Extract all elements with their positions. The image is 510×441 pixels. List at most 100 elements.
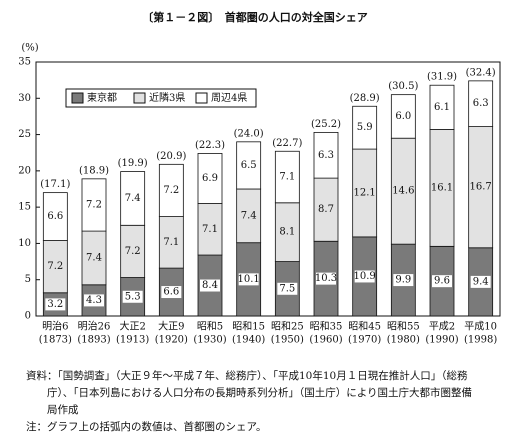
bar-segment bbox=[158, 163, 184, 217]
value-label: 5.9 bbox=[357, 122, 373, 133]
x-tick-sublabel: (1920) bbox=[155, 335, 188, 346]
value-label: 10.1 bbox=[238, 274, 260, 285]
value-label: 12.1 bbox=[354, 187, 376, 198]
total-label: (31.9) bbox=[427, 72, 457, 83]
bar-segment bbox=[390, 94, 416, 139]
label-box bbox=[277, 282, 298, 295]
x-tick-sublabel: (1913) bbox=[116, 335, 149, 346]
bar-segment bbox=[313, 177, 339, 242]
label-box bbox=[122, 290, 143, 303]
legend-label: 周辺4県 bbox=[211, 92, 247, 104]
x-tick-sublabel: (1950) bbox=[271, 335, 304, 346]
total-label: (32.4) bbox=[466, 67, 496, 78]
note: 庁）、「日本列島における人口分布の長期時系列分析」（国土庁）により国土庁大都市圏… bbox=[26, 386, 472, 399]
value-label: 7.5 bbox=[279, 283, 295, 294]
note: 注：グラフ上の括弧内の数値は、首都圏のシェア。 bbox=[26, 420, 266, 433]
value-label: 8.1 bbox=[279, 227, 295, 238]
label-box bbox=[45, 298, 66, 311]
value-label: 7.1 bbox=[163, 237, 179, 248]
value-label: 7.4 bbox=[125, 193, 141, 204]
x-tick-sublabel: (1940) bbox=[232, 335, 265, 346]
value-label: 6.0 bbox=[395, 111, 411, 122]
x-tick-label: 昭和5 bbox=[197, 321, 223, 333]
bar-segment bbox=[120, 171, 146, 226]
x-tick-label: 明治6 bbox=[42, 320, 68, 333]
x-tick-sublabel: (1930) bbox=[193, 335, 226, 346]
bar-segment bbox=[468, 126, 494, 249]
value-label: 8.4 bbox=[202, 280, 218, 291]
total-label: (19.9) bbox=[118, 158, 148, 169]
x-tick-sublabel: (1990) bbox=[425, 335, 458, 346]
bar-segment bbox=[274, 150, 300, 204]
label-box bbox=[432, 275, 452, 288]
bar-segment bbox=[81, 230, 107, 286]
value-label: 7.2 bbox=[125, 246, 141, 257]
label-box bbox=[161, 286, 182, 299]
bar-segment bbox=[313, 131, 339, 179]
y-tick-label: 0 bbox=[25, 311, 31, 322]
bar-segment bbox=[42, 192, 68, 241]
legend-box bbox=[65, 88, 257, 108]
value-label: 9.9 bbox=[395, 275, 411, 286]
x-tick-label: 大正9 bbox=[158, 320, 184, 333]
value-label: 7.4 bbox=[86, 252, 102, 263]
x-tick-sublabel: (1960) bbox=[309, 335, 342, 346]
total-label: (17.1) bbox=[40, 179, 70, 190]
value-label: 6.3 bbox=[473, 98, 489, 109]
y-tick-label: 15 bbox=[18, 202, 31, 213]
y-tick-label: 25 bbox=[18, 129, 31, 140]
value-label: 6.6 bbox=[47, 211, 63, 222]
label-box bbox=[316, 272, 336, 285]
x-tick-sublabel: (1980) bbox=[387, 335, 420, 346]
bar-segment bbox=[468, 80, 494, 127]
legend-label: 東京都 bbox=[87, 91, 117, 104]
bar-segment bbox=[274, 202, 300, 262]
total-label: (30.5) bbox=[388, 81, 418, 92]
label-box bbox=[470, 275, 491, 288]
total-label: (28.9) bbox=[350, 93, 380, 104]
label-box bbox=[354, 270, 375, 283]
x-tick-sublabel: (1970) bbox=[348, 335, 381, 346]
bar-segment bbox=[236, 188, 262, 244]
bar-segment bbox=[429, 84, 455, 130]
total-label: (24.0) bbox=[234, 128, 264, 139]
legend-swatch bbox=[195, 92, 208, 104]
value-label: 16.7 bbox=[470, 182, 492, 193]
x-tick-label: 明治26 bbox=[78, 320, 111, 333]
x-tick-label: 平成10 bbox=[464, 321, 497, 333]
x-tick-label: 昭和45 bbox=[348, 321, 381, 333]
value-label: 16.1 bbox=[431, 182, 453, 193]
value-label: 9.4 bbox=[473, 276, 489, 287]
total-label: (25.2) bbox=[311, 119, 341, 130]
value-label: 10.3 bbox=[315, 273, 337, 284]
y-tick-label: 20 bbox=[18, 165, 31, 176]
bar-segment bbox=[236, 141, 262, 190]
bar-segment bbox=[120, 224, 146, 278]
bar-segment bbox=[197, 203, 223, 256]
total-label: (20.9) bbox=[156, 151, 186, 162]
value-label: 7.1 bbox=[202, 224, 218, 235]
value-label: 6.3 bbox=[318, 150, 334, 161]
bar-segment bbox=[158, 216, 184, 269]
value-label: 4.3 bbox=[86, 295, 102, 306]
y-tick-label: 30 bbox=[18, 93, 31, 104]
legend-swatch bbox=[71, 92, 84, 104]
value-label: 5.3 bbox=[125, 291, 141, 302]
legend-label: 近隣3県 bbox=[149, 91, 185, 104]
label-box bbox=[200, 279, 220, 292]
note: 資料：「国勢調査」（大正９年～平成７年、総務庁）、「平成10年10月１日現在推計… bbox=[26, 369, 468, 382]
plot-frame bbox=[35, 61, 501, 317]
label-box bbox=[84, 294, 104, 307]
value-label: 7.1 bbox=[279, 172, 295, 183]
value-label: 3.2 bbox=[47, 299, 63, 310]
label-box bbox=[238, 273, 259, 286]
value-label: 7.2 bbox=[163, 185, 179, 196]
bar-segment bbox=[352, 148, 378, 238]
value-label: 6.9 bbox=[202, 173, 218, 184]
value-label: 6.5 bbox=[241, 160, 257, 171]
y-tick-label: 5 bbox=[25, 274, 31, 285]
bar-segment bbox=[390, 137, 416, 245]
bar-segment bbox=[352, 105, 378, 150]
bar-segment bbox=[42, 240, 68, 294]
